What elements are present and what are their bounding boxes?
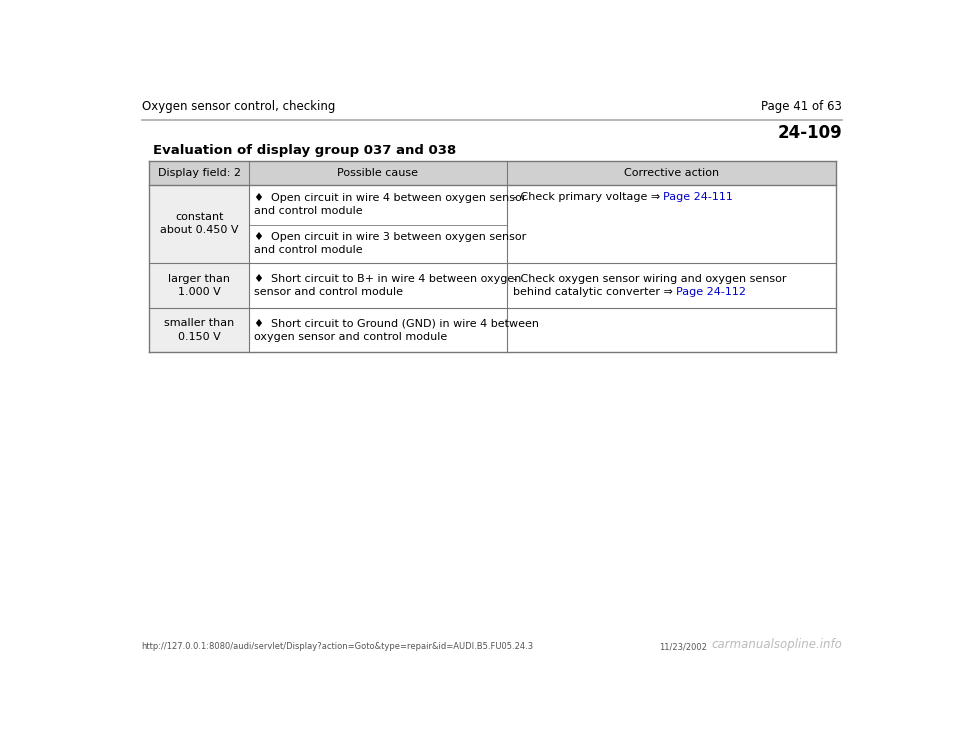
Text: 24-109: 24-109 xyxy=(778,125,842,142)
Bar xyxy=(249,162,507,185)
Text: Display field: 2: Display field: 2 xyxy=(157,168,241,178)
Bar xyxy=(150,185,249,263)
Text: Possible cause: Possible cause xyxy=(337,168,419,178)
Text: ♦  Open circuit in wire 4 between oxygen sensor
and control module: ♦ Open circuit in wire 4 between oxygen … xyxy=(254,193,527,216)
Text: constant
about 0.450 V: constant about 0.450 V xyxy=(160,212,238,235)
Text: carmanualsopline.info: carmanualsopline.info xyxy=(711,638,842,651)
Bar xyxy=(150,162,249,185)
Text: Page 24-112: Page 24-112 xyxy=(676,287,746,298)
Text: larger than
1.000 V: larger than 1.000 V xyxy=(168,274,230,297)
Bar xyxy=(150,308,249,352)
Text: Corrective action: Corrective action xyxy=(624,168,719,178)
Text: Evaluation of display group 037 and 038: Evaluation of display group 037 and 038 xyxy=(153,145,456,157)
Text: smaller than
0.150 V: smaller than 0.150 V xyxy=(164,318,234,341)
Text: - Check oxygen sensor wiring and oxygen sensor
behind catalytic converter ⇒: - Check oxygen sensor wiring and oxygen … xyxy=(513,274,786,297)
Text: http://127.0.0.1:8080/audi/servlet/Display?action=Goto&type=repair&id=AUDI.B5.FU: http://127.0.0.1:8080/audi/servlet/Displ… xyxy=(142,642,534,651)
Text: ♦  Short circuit to B+ in wire 4 between oxygen
sensor and control module: ♦ Short circuit to B+ in wire 4 between … xyxy=(254,274,522,297)
Text: 11/23/2002: 11/23/2002 xyxy=(659,642,707,651)
Text: Page 41 of 63: Page 41 of 63 xyxy=(761,100,842,113)
Text: Oxygen sensor control, checking: Oxygen sensor control, checking xyxy=(142,100,335,113)
Text: - Check primary voltage ⇒: - Check primary voltage ⇒ xyxy=(513,192,663,202)
Bar xyxy=(150,263,249,308)
Text: ♦  Short circuit to Ground (GND) in wire 4 between
oxygen sensor and control mod: ♦ Short circuit to Ground (GND) in wire … xyxy=(254,318,540,341)
Bar xyxy=(507,162,836,185)
Text: Page 24-111: Page 24-111 xyxy=(663,192,733,202)
Text: ♦  Open circuit in wire 3 between oxygen sensor
and control module: ♦ Open circuit in wire 3 between oxygen … xyxy=(254,232,527,255)
